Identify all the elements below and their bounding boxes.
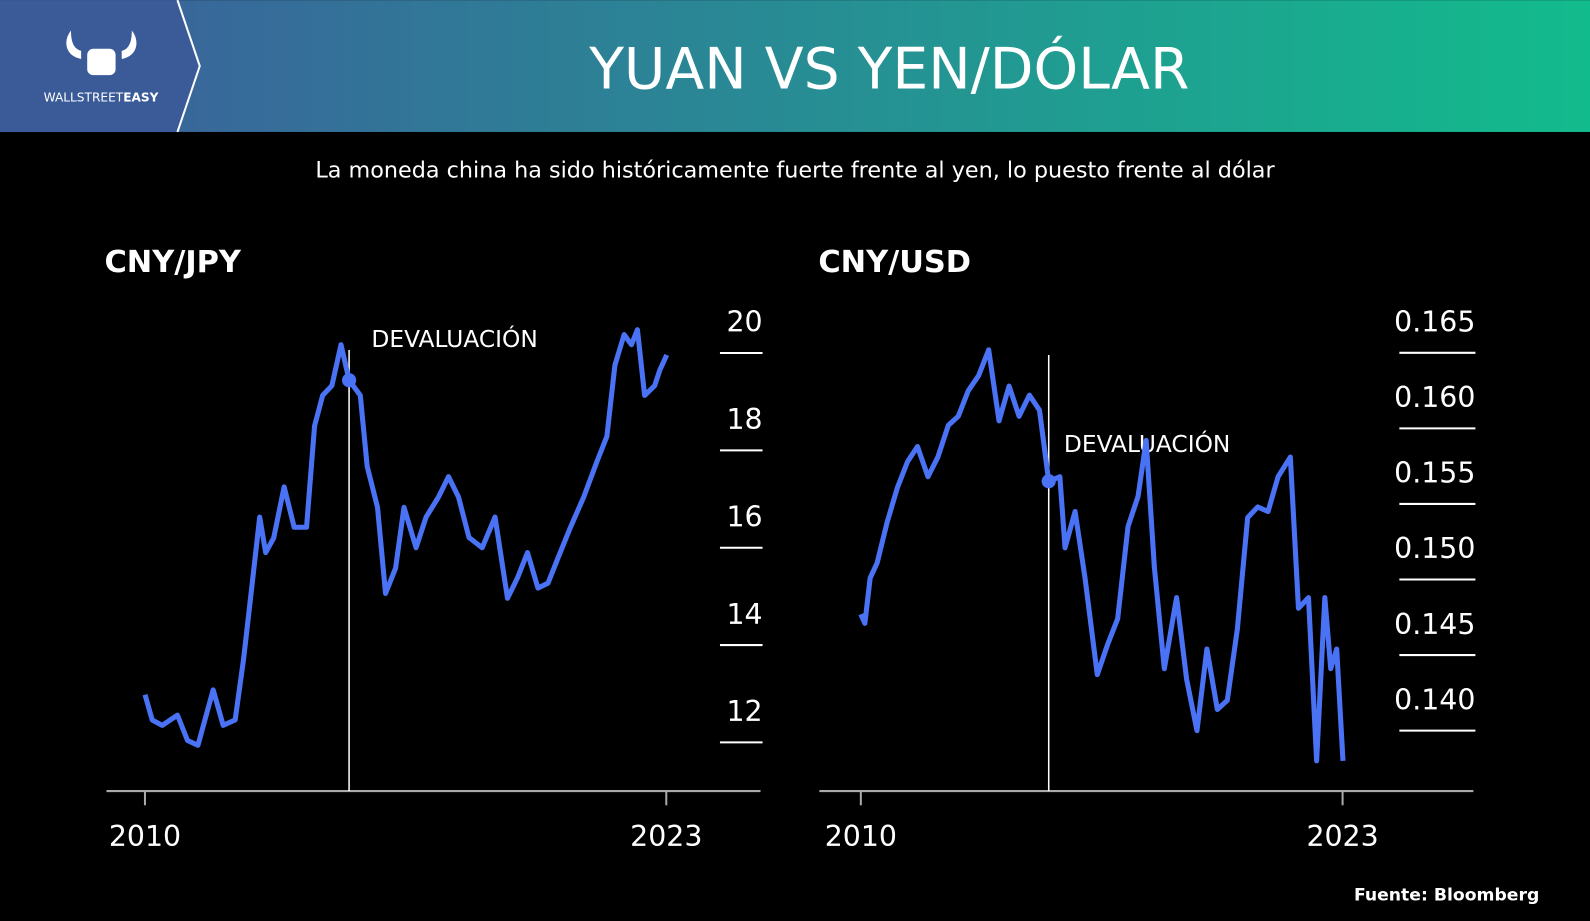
source: Fuente: Bloomberg bbox=[1354, 886, 1539, 906]
y-tick-label: 0.140 bbox=[1394, 683, 1475, 716]
annotation-dot bbox=[341, 373, 357, 388]
logo-icon bbox=[66, 30, 137, 76]
chart-title: CNY/JPY bbox=[104, 245, 241, 280]
annotation-label: DEVALUACIÓN bbox=[371, 325, 537, 353]
data-line bbox=[142, 327, 670, 748]
y-tick-label: 16 bbox=[726, 500, 762, 533]
y-tick-label: 0.165 bbox=[1394, 306, 1475, 339]
chart-title: CNY/USD bbox=[818, 245, 971, 280]
data-line bbox=[858, 347, 1346, 764]
logo-text-1: WALLSTREET bbox=[44, 91, 124, 105]
y-tick-label: 0.145 bbox=[1394, 608, 1475, 641]
annotation-dot bbox=[1041, 474, 1056, 489]
logo-text: WALLSTREETEASY bbox=[44, 91, 159, 105]
subtitle: La moneda china ha sido históricamente f… bbox=[315, 158, 1275, 184]
header-bar bbox=[0, 0, 1590, 132]
y-tick-label: 14 bbox=[726, 598, 762, 631]
y-tick-label: 0.150 bbox=[1394, 532, 1475, 565]
x-tick-label: 2023 bbox=[630, 820, 702, 853]
y-tick-label: 12 bbox=[726, 695, 762, 728]
y-tick-label: 0.160 bbox=[1394, 381, 1475, 414]
y-tick-label: 20 bbox=[726, 306, 762, 339]
y-tick-label: 0.155 bbox=[1394, 457, 1475, 490]
x-tick-label: 2023 bbox=[1306, 820, 1378, 853]
logo-text-2: EASY bbox=[123, 91, 158, 105]
x-tick-label: 2010 bbox=[109, 820, 181, 853]
logo-chevron bbox=[176, 0, 201, 133]
title: YUAN VS YEN/DÓLAR bbox=[588, 34, 1189, 102]
x-tick-label: 2010 bbox=[825, 820, 897, 853]
y-tick-label: 18 bbox=[726, 403, 762, 436]
